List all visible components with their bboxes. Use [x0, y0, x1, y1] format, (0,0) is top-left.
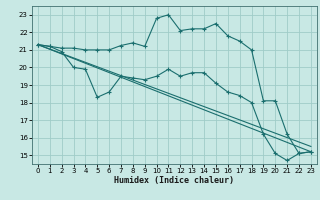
X-axis label: Humidex (Indice chaleur): Humidex (Indice chaleur)	[115, 176, 234, 185]
